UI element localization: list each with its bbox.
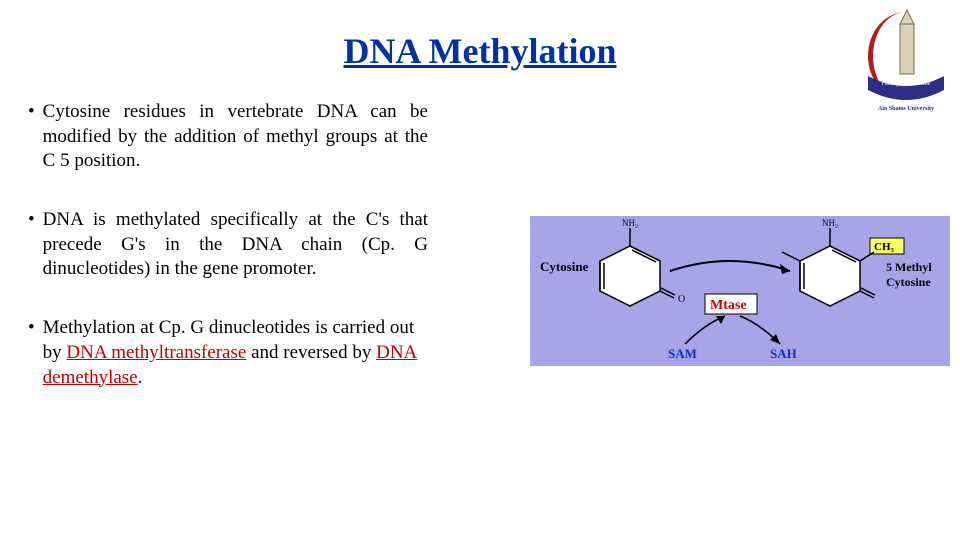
logo-text-bottom: Ain Shams University (878, 106, 934, 112)
content-area: • Cytosine residues in vertebrate DNA ca… (28, 100, 428, 424)
forward-arrow-icon (670, 261, 790, 271)
5mc-label-2: Cytosine (886, 275, 931, 289)
cytosine-ring-icon: O NH₂ (600, 218, 685, 306)
highlight-methyltransferase: DNA methyltransferase (66, 342, 246, 363)
banner-icon (868, 76, 944, 100)
bullet-dot-icon: • (28, 316, 35, 390)
methylation-diagram: O NH₂ Cytosine NH₂ CH₃ 5 Methyl Cytosine… (530, 216, 950, 366)
bullet-dot-icon: • (28, 100, 35, 174)
bullet-text: Cytosine residues in vertebrate DNA can … (43, 100, 428, 174)
5mc-ring-icon: NH₂ (782, 218, 875, 306)
bullet-item: • Methylation at Cp. G dinucleotides is … (28, 316, 428, 390)
bullet-item: • DNA is methylated specifically at the … (28, 208, 428, 282)
obelisk-tip-icon (900, 10, 914, 24)
5mc-label-1: 5 Methyl (886, 260, 932, 274)
obelisk-icon (900, 24, 914, 74)
logo-text-top: Faculty of Medicine (882, 80, 931, 87)
bullet-dot-icon: • (28, 208, 35, 282)
svg-text:NH₂: NH₂ (822, 218, 838, 228)
svg-text:NH₂: NH₂ (622, 218, 638, 228)
page-title: DNA Methylation (270, 30, 690, 72)
sah-label: SAH (770, 346, 797, 361)
bullet-text: DNA is methylated specifically at the C'… (43, 208, 428, 282)
bullet-item: • Cytosine residues in vertebrate DNA ca… (28, 100, 428, 174)
bullet-text: Methylation at Cp. G dinucleotides is ca… (43, 316, 428, 390)
mtase-label: Mtase (710, 298, 747, 313)
cytosine-label: Cytosine (540, 259, 589, 274)
svg-text:O: O (678, 294, 685, 305)
university-logo: Faculty of Medicine Ain Shams University (862, 6, 950, 116)
sam-label: SAM (668, 346, 697, 361)
ch3-label: CH₃ (874, 241, 895, 253)
